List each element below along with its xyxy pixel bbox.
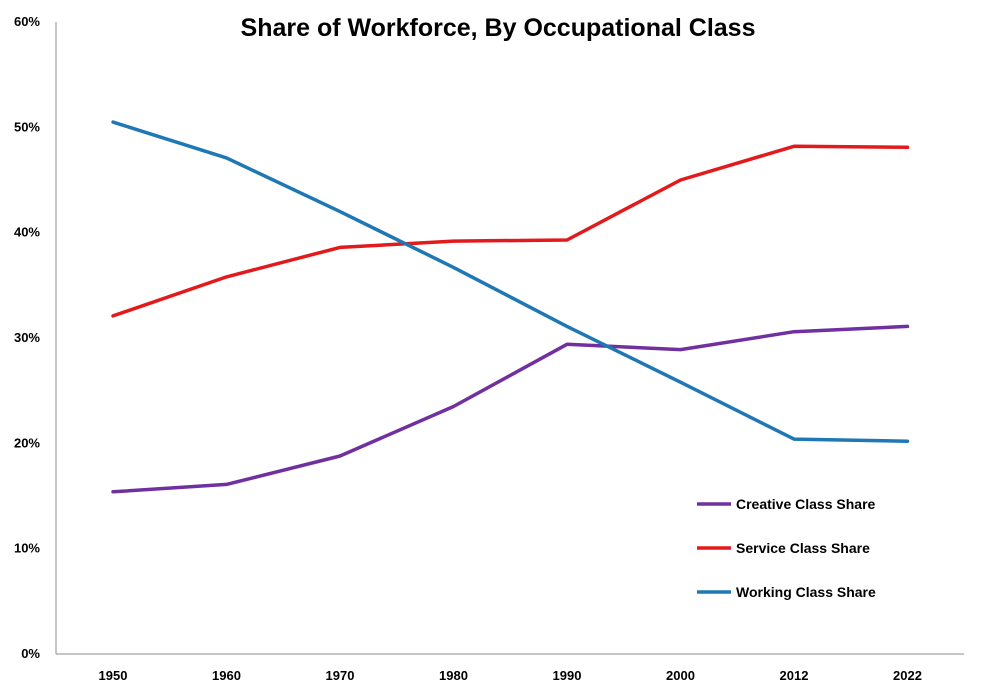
series-line-service-class-share — [111, 144, 910, 318]
y-tick-label: 30% — [14, 330, 40, 345]
y-tick-label: 20% — [14, 435, 40, 450]
y-tick-label: 60% — [14, 14, 40, 29]
y-tick-label: 40% — [14, 225, 40, 240]
x-tick-label: 1990 — [553, 668, 582, 683]
x-tick-label: 1980 — [439, 668, 468, 683]
legend-label: Creative Class Share — [736, 496, 876, 512]
x-axis-ticks: 1950 1960 1970 1980 1990 2000 2012 2022 — [99, 668, 922, 683]
y-tick-label: 10% — [14, 541, 40, 556]
series-line-working-class-share — [111, 120, 910, 443]
y-tick-label: 0% — [21, 646, 40, 661]
series-lines — [111, 120, 910, 494]
series-line-creative-class-share — [111, 324, 910, 494]
x-tick-label: 1950 — [99, 668, 128, 683]
x-tick-label: 1970 — [326, 668, 355, 683]
x-tick-label: 2000 — [666, 668, 695, 683]
y-axis-ticks: 0% 10% 20% 30% 40% 50% 60% — [14, 14, 40, 661]
chart-title: Share of Workforce, By Occupational Clas… — [241, 14, 756, 42]
x-tick-label: 1960 — [212, 668, 241, 683]
legend-label: Working Class Share — [736, 584, 876, 600]
legend: Creative Class Share Service Class Share W… — [697, 496, 876, 600]
legend-label: Service Class Share — [736, 540, 870, 556]
x-tick-label: 2022 — [893, 668, 922, 683]
x-tick-label: 2012 — [780, 668, 809, 683]
y-tick-label: 50% — [14, 119, 40, 134]
